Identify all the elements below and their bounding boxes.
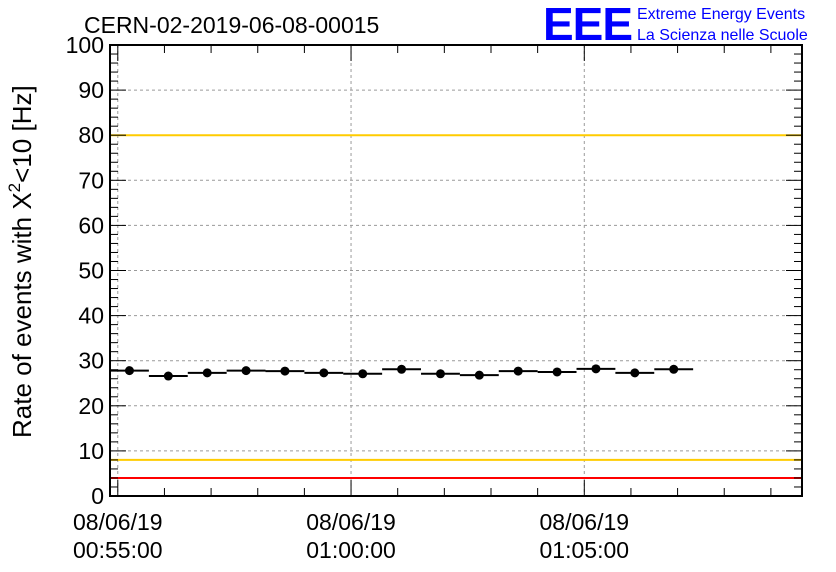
y-tick-label: 70 [78, 167, 104, 193]
x-tick-label-date: 08/06/19 [73, 509, 163, 535]
chart-title: CERN-02-2019-06-08-00015 [84, 12, 379, 38]
data-point [474, 370, 484, 380]
data-point [280, 366, 290, 376]
reference-lines [110, 44, 802, 479]
data-point [397, 364, 407, 374]
data-series [110, 364, 694, 381]
x-tick-label-time: 00:55:00 [73, 537, 163, 563]
x-tick-label-time: 01:05:00 [540, 537, 630, 563]
x-tick-label-date: 08/06/19 [540, 509, 630, 535]
data-point [319, 368, 329, 378]
y-axis-label: Rate of events with X2<10 [Hz] [5, 85, 37, 438]
y-axis-label-sup: 2 [5, 183, 24, 192]
y-tick-label: 60 [78, 212, 104, 238]
eee-logo: EEE Extreme Energy Events La Scienza nel… [543, 0, 808, 50]
data-point [669, 364, 679, 374]
data-point [435, 369, 445, 379]
logo-line2: La Scienza nelle Scuole [637, 27, 808, 44]
axes: 010203040506070809010008/06/1900:55:0008… [66, 32, 802, 563]
y-axis-label-tail: <10 [Hz] [7, 85, 37, 183]
y-tick-label: 30 [78, 348, 104, 374]
y-tick-label: 20 [78, 393, 104, 419]
y-axis-label-base: Rate of events with X [7, 192, 37, 438]
data-point [124, 366, 134, 376]
y-tick-label: 80 [78, 122, 104, 148]
y-tick-label: 0 [91, 483, 104, 509]
y-tick-label: 10 [78, 438, 104, 464]
data-point [630, 368, 640, 378]
y-tick-label: 40 [78, 303, 104, 329]
data-point [552, 367, 562, 377]
data-point [202, 368, 212, 378]
data-point [358, 369, 368, 379]
data-point [513, 366, 523, 376]
y-tick-label: 90 [78, 77, 104, 103]
logo-mark: EEE [543, 0, 632, 50]
data-point [591, 364, 601, 374]
logo-line1: Extreme Energy Events [637, 6, 805, 23]
x-tick-label-date: 08/06/19 [306, 509, 396, 535]
y-tick-label: 50 [78, 258, 104, 284]
data-point [241, 366, 251, 376]
y-tick-label: 100 [66, 32, 104, 58]
grid [110, 45, 802, 496]
data-point [163, 371, 173, 381]
x-tick-label-time: 01:00:00 [306, 537, 396, 563]
